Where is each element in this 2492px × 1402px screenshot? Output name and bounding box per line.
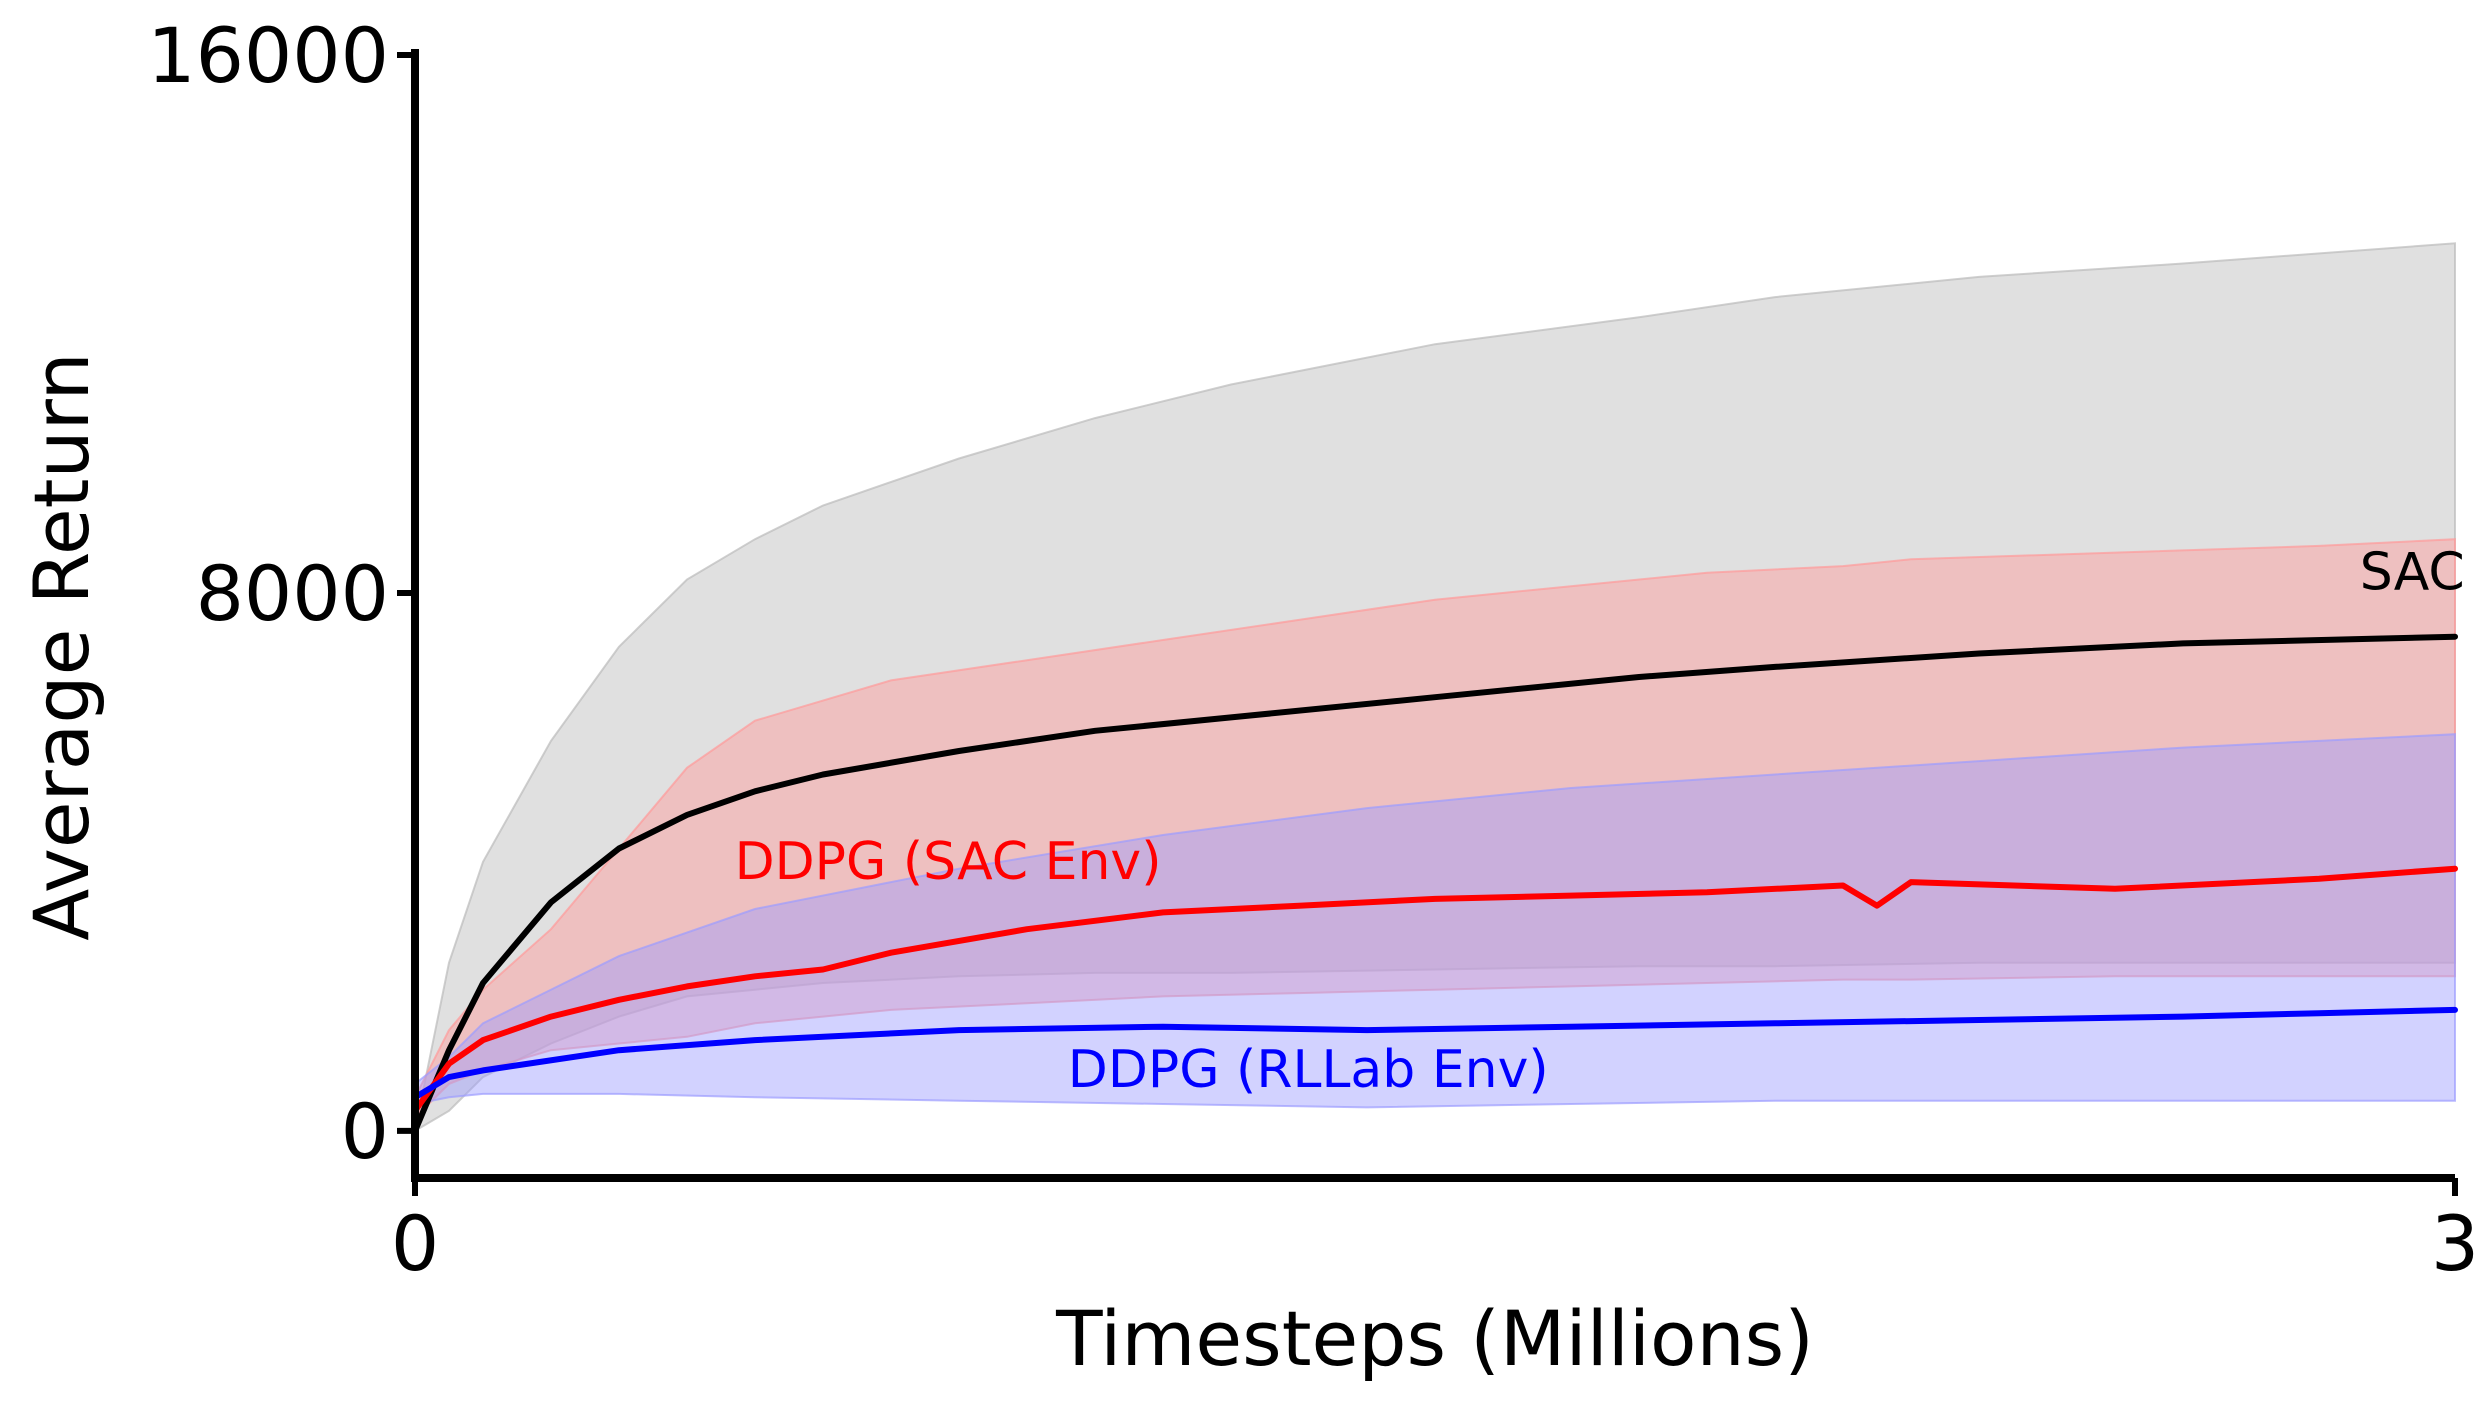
series-labels: SAC DDPG (SAC Env) DDPG (RLLab Env) (735, 543, 2465, 1101)
y-tick-label: 16000 (147, 11, 389, 100)
axes (411, 49, 2455, 1182)
x-tick-label: 3 (2431, 1199, 2479, 1288)
ddpg-sac-env-label: DDPG (SAC Env) (735, 832, 1162, 892)
sac-label: SAC (2360, 543, 2465, 603)
ddpg-rllab-env-line (412, 1006, 2458, 1101)
series-lines (412, 633, 2458, 1134)
ddpg-sac-env-line (412, 865, 2458, 1114)
ddpg-rllab-env-band (414, 733, 2456, 1109)
ticks: 0 8000 16000 0 3 (147, 11, 2479, 1288)
x-tick-label: 0 (391, 1199, 439, 1288)
sac-line (412, 633, 2458, 1134)
y-tick-label: 8000 (196, 549, 389, 638)
confidence-bands (413, 242, 2456, 1133)
y-axis-title: Average Return (17, 352, 106, 940)
ddpg-rllab-env-label: DDPG (RLLab Env) (1068, 1040, 1549, 1100)
x-axis-title: Timesteps (Millions) (1055, 1294, 1814, 1383)
y-tick-label: 0 (341, 1087, 389, 1176)
